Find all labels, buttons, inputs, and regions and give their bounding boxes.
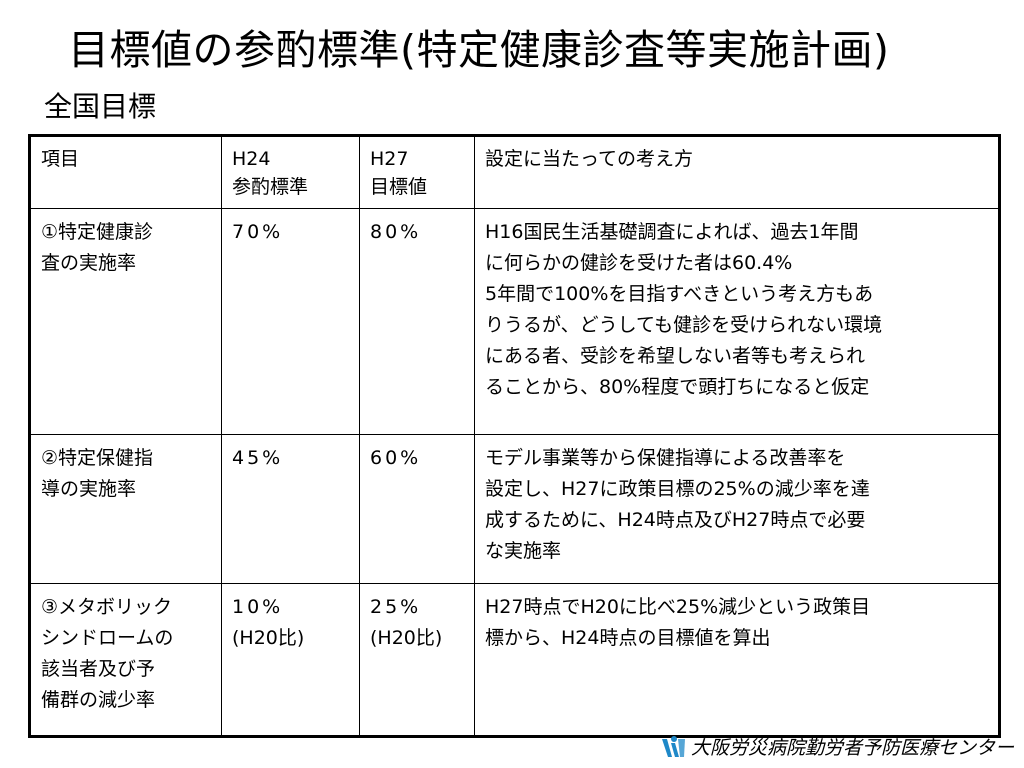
page-subtitle: 全国目標 <box>44 90 157 123</box>
table-row: ②特定保健指 導の実施率 45% 60% モデル事業等から保健指導による改善率を… <box>29 434 1000 584</box>
header-h27-cell: H27 目標値 <box>359 135 475 209</box>
table-row: ①特定健康診 査の実施率 70% 80% H16国民生活基礎調査によれば、過去1… <box>29 208 1000 435</box>
header-h24-year: H24 <box>232 148 271 170</box>
item-text-line: 査の実施率 <box>41 252 137 274</box>
item-text-line: ②特定保健指 <box>41 447 154 469</box>
approach-text-line: 5年間で100%を目指すべきという考え方もあ <box>485 283 874 305</box>
approach-text-line: モデル事業等から保健指導による改善率を <box>485 447 846 469</box>
h24-value-cell: 70% <box>221 208 360 435</box>
item-cell: ③メタボリック シンドロームの 該当者及び予 備群の減少率 <box>29 583 222 737</box>
approach-text-line: 設定し、H27に政策目標の25%の減少率を達 <box>485 478 870 500</box>
organization-logo-icon <box>661 736 685 757</box>
h24-value-note: (H20比) <box>232 627 305 649</box>
h24-value-cell: 10% (H20比) <box>221 583 360 737</box>
approach-text-line: ることから、80%程度で頭打ちになると仮定 <box>485 376 870 398</box>
approach-text-line: H16国民生活基礎調査によれば、過去1年間 <box>485 221 859 243</box>
approach-cell: H16国民生活基礎調査によれば、過去1年間 に何らかの健診を受けた者は60.4%… <box>474 208 1000 435</box>
item-text-line: ①特定健康診 <box>41 221 154 243</box>
item-text-line: 導の実施率 <box>41 478 137 500</box>
approach-text-line: に何らかの健診を受けた者は60.4% <box>485 252 793 274</box>
h24-value: 10% <box>232 596 284 618</box>
item-text-line: 該当者及び予 <box>41 658 156 680</box>
footer: 大阪労災病院勤労者予防医療センター <box>659 734 1014 762</box>
table-header-row: 項目 H24 参酌標準 H27 目標値 設定に当たっての考え方 <box>29 135 1000 209</box>
approach-text-line: な実施率 <box>485 540 562 562</box>
h27-value: 60% <box>370 447 422 469</box>
item-cell: ①特定健康診 査の実施率 <box>29 208 222 435</box>
item-text-line: ③メタボリック <box>41 596 173 618</box>
page-title: 目標値の参酌標準(特定健康診査等実施計画) <box>68 26 890 74</box>
approach-cell: H27時点でH20に比べ25%減少という政策目 標から、H24時点の目標値を算出 <box>474 583 1000 737</box>
h24-value-cell: 45% <box>221 434 360 584</box>
approach-text-line: にある者、受診を希望しない者等も考えられ <box>485 345 866 367</box>
item-text-line: 備群の減少率 <box>41 689 156 711</box>
approach-text-line: 標から、H24時点の目標値を算出 <box>485 627 771 649</box>
header-h24-cell: H24 参酌標準 <box>221 135 360 209</box>
h24-value: 70% <box>232 221 284 243</box>
h24-value: 45% <box>232 447 284 469</box>
header-h27-year: H27 <box>370 148 409 170</box>
header-approach-cell: 設定に当たっての考え方 <box>474 135 1000 209</box>
header-item-cell: 項目 <box>29 135 222 209</box>
header-approach-label: 設定に当たっての考え方 <box>485 148 694 170</box>
targets-table: 項目 H24 参酌標準 H27 目標値 設定に当たっての考え方 ①特定健康診 査… <box>28 134 1001 738</box>
header-h24-label: 参酌標準 <box>232 176 309 198</box>
h27-value-cell: 25% (H20比) <box>359 583 475 737</box>
organization-name: 大阪労災病院勤労者予防医療センター <box>690 737 1014 759</box>
header-h27-label: 目標値 <box>370 176 428 198</box>
h27-value-cell: 60% <box>359 434 475 584</box>
h27-value: 80% <box>370 221 422 243</box>
h27-value: 25% <box>370 596 422 618</box>
approach-text-line: りうるが、どうしても健診を受けられない環境 <box>485 314 883 336</box>
h27-value-cell: 80% <box>359 208 475 435</box>
h27-value-note: (H20比) <box>370 627 443 649</box>
item-text-line: シンドロームの <box>41 627 174 649</box>
header-item-label: 項目 <box>41 148 80 170</box>
approach-text-line: 成するために、H24時点及びH27時点で必要 <box>485 509 866 531</box>
table-row: ③メタボリック シンドロームの 該当者及び予 備群の減少率 10% (H20比)… <box>29 583 1000 737</box>
item-cell: ②特定保健指 導の実施率 <box>29 434 222 584</box>
approach-cell: モデル事業等から保健指導による改善率を 設定し、H27に政策目標の25%の減少率… <box>474 434 1000 584</box>
approach-text-line: H27時点でH20に比べ25%減少という政策目 <box>485 596 871 618</box>
